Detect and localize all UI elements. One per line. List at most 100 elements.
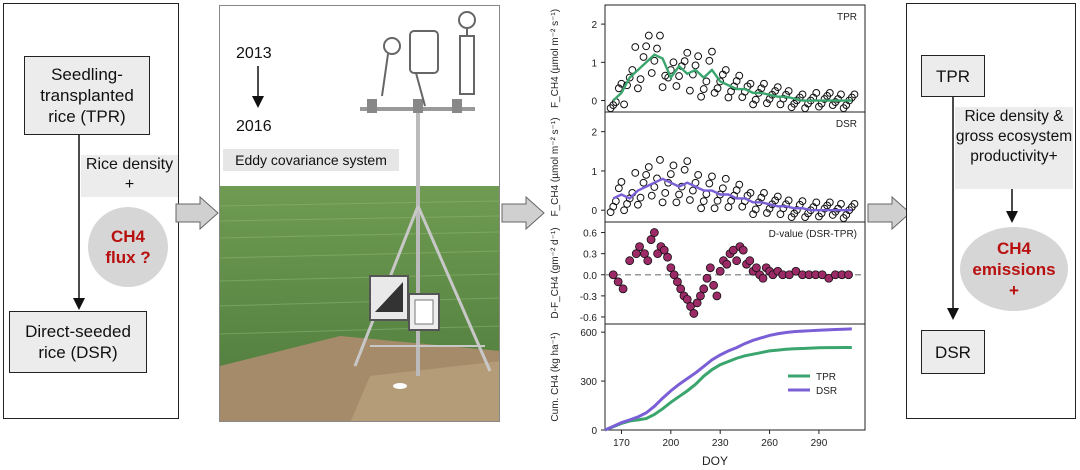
dvalue-point — [715, 266, 725, 276]
flux-point — [634, 200, 642, 209]
dvalue-point — [663, 252, 672, 262]
flux-point — [784, 87, 793, 95]
dvalue-point — [692, 298, 702, 308]
y-axis-label-1: F_CH4 (µmol m⁻² s⁻¹) — [550, 117, 561, 216]
flux-point — [634, 84, 642, 93]
legend-label-tpr: TPR — [816, 372, 836, 383]
flux-point — [724, 203, 733, 211]
year-end: 2016 — [236, 118, 272, 135]
flux-point — [773, 192, 782, 201]
series-line-tpr — [612, 53, 852, 102]
flux-point — [680, 57, 689, 66]
flux-point — [760, 189, 768, 197]
flux-point — [614, 84, 623, 93]
dvalue-point — [673, 277, 682, 287]
dvalue-point — [699, 284, 709, 294]
flux-point — [763, 209, 771, 217]
flux-point — [798, 90, 807, 99]
flux-point — [614, 184, 623, 193]
flux-point — [617, 79, 626, 88]
flux-point — [773, 83, 782, 92]
y-tick-label-1: 2 — [591, 128, 597, 139]
flux-point — [647, 191, 656, 200]
y-tick-label-2: 0.6 — [583, 229, 597, 240]
flux-point — [620, 100, 628, 109]
y-tick-label-1: 0 — [591, 206, 597, 217]
flux-point — [718, 184, 727, 193]
dvalue-point — [758, 273, 768, 283]
flux-point — [812, 198, 821, 207]
dvalue-point — [625, 256, 635, 266]
flux-point — [697, 92, 706, 101]
flux-point — [686, 86, 694, 95]
dvalue-point — [618, 284, 628, 294]
flux-point — [702, 77, 711, 86]
dvalue-point — [738, 245, 748, 255]
dvalue-point — [649, 228, 659, 237]
field-scene — [220, 6, 499, 421]
dvalue-point — [844, 270, 853, 280]
flux-point — [850, 90, 859, 99]
left-annotation: Rice density + — [81, 155, 178, 197]
flux-point — [688, 186, 697, 195]
flux-point — [680, 165, 689, 174]
flux-point — [751, 95, 760, 104]
flux-point — [727, 196, 735, 205]
dvalue-point — [666, 263, 676, 273]
block-arrow-2 — [501, 196, 545, 230]
flux-point — [749, 210, 758, 219]
flux-point — [760, 79, 768, 88]
dsr-box-right: DSR — [921, 330, 985, 374]
dvalue-point — [676, 284, 686, 294]
flux-point — [656, 156, 664, 164]
tpr-box-right-text: TPR — [936, 66, 970, 86]
flux-point — [631, 43, 640, 51]
flux-point — [713, 196, 722, 205]
dvalue-point — [705, 263, 715, 273]
flux-point — [620, 206, 628, 215]
flux-point — [708, 47, 716, 56]
dvalue-point — [640, 249, 649, 259]
dvalue-point — [751, 263, 761, 273]
flux-point — [784, 196, 793, 205]
legend-label-dsr: DSR — [816, 386, 837, 397]
flux-point — [642, 170, 651, 179]
ch4-flux-oval: CH4 flux ? — [88, 207, 168, 287]
right-annotation: Rice density & gross ecosystem productiv… — [955, 107, 1073, 189]
cumulative-line-dsr — [604, 327, 852, 432]
y-tick-label-2: -0.6 — [580, 313, 598, 324]
dvalue-point — [712, 291, 722, 301]
flux-point — [694, 52, 703, 61]
y-tick-label-2: 0.3 — [583, 250, 597, 261]
flux-point — [686, 196, 694, 204]
flux-point — [644, 163, 653, 171]
flux-point — [672, 82, 681, 90]
flux-point — [694, 170, 703, 179]
dvalue-point — [659, 245, 669, 255]
left-annotation-text: Rice density + — [85, 156, 174, 193]
dsr-box-left-text: Direct-seeded rice (DSR) — [25, 322, 131, 362]
flux-point — [639, 178, 648, 187]
flux-point — [721, 66, 730, 74]
flux-point — [812, 88, 821, 97]
dvalue-point — [696, 291, 705, 301]
x-axis-label: DOY — [702, 454, 728, 468]
flux-point — [705, 56, 714, 65]
flux-point — [647, 69, 656, 77]
y-tick-label-0: 1 — [591, 58, 597, 69]
dvalue-point — [613, 277, 623, 287]
flux-point — [735, 71, 744, 80]
flux-point — [727, 87, 735, 96]
eddy-covariance-photo — [219, 5, 500, 422]
flux-point — [757, 193, 766, 202]
y-tick-label-0: 2 — [591, 20, 597, 31]
flux-point — [636, 193, 645, 202]
panel-frame-3 — [604, 323, 866, 431]
block-arrow-1 — [175, 196, 219, 230]
x-tick-label: 200 — [662, 438, 679, 449]
flux-point — [669, 161, 678, 170]
flux-point — [617, 178, 626, 186]
flux-point — [735, 180, 744, 189]
panel-title-2: D-value (DSR-TPR) — [769, 229, 857, 240]
flux-point — [653, 44, 661, 53]
